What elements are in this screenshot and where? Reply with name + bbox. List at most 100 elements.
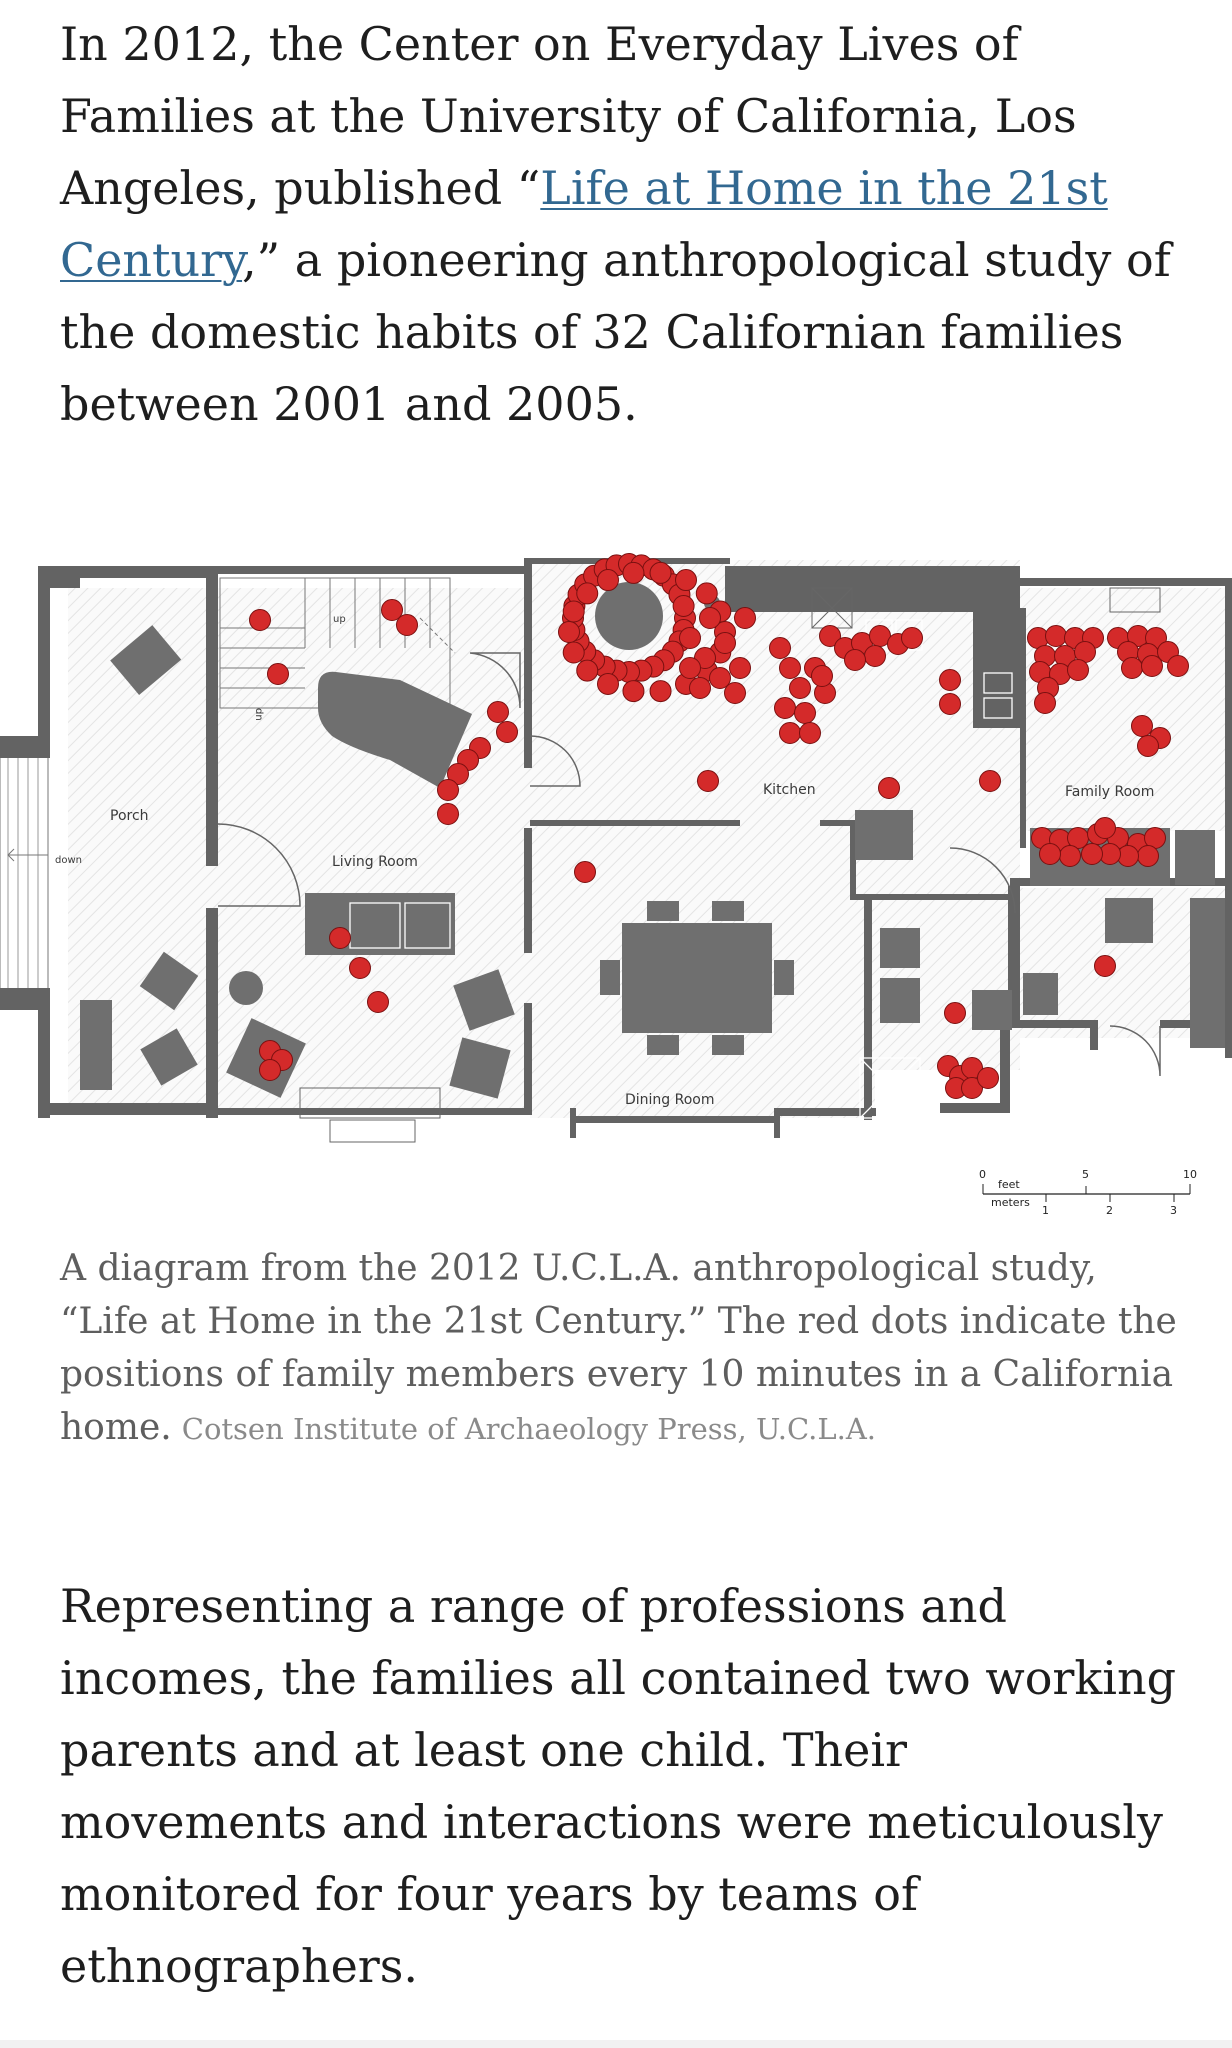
- position-dot: [1094, 817, 1116, 839]
- position-dot: [901, 627, 923, 649]
- scale-meter-1: 1: [1042, 1204, 1049, 1217]
- caption-text: A diagram from the 2012 U.C.L.A. anthrop…: [60, 1248, 1177, 1448]
- position-dot: [396, 614, 418, 636]
- position-dot: [496, 721, 518, 743]
- position-dot: [562, 600, 585, 623]
- stairs-up-label: up: [333, 614, 346, 625]
- position-dot: [259, 1059, 281, 1081]
- scale-tick-5: 5: [1082, 1168, 1089, 1181]
- position-dot: [789, 677, 811, 699]
- position-dot: [779, 657, 801, 679]
- position-dot: [679, 657, 701, 679]
- position-dot: [437, 779, 459, 801]
- position-dot: [1137, 735, 1159, 757]
- position-dot: [576, 582, 599, 605]
- porch-arrow-icon: [7, 848, 48, 862]
- position-dot: [622, 680, 645, 703]
- position-dot: [597, 569, 619, 592]
- label-porch: Porch: [110, 808, 149, 824]
- position-dot: [794, 702, 816, 724]
- intro-paragraph: In 2012, the Center on Everyday Lives of…: [60, 8, 1180, 440]
- position-dot: [1141, 655, 1163, 677]
- position-dot: [844, 649, 866, 671]
- position-dot: [574, 861, 596, 883]
- position-dot: [329, 927, 351, 949]
- scale-tick-10: 10: [1183, 1168, 1197, 1181]
- position-dot: [811, 665, 833, 687]
- position-dot: [939, 693, 961, 715]
- label-dining-room: Dining Room: [625, 1092, 715, 1108]
- position-dot: [1039, 843, 1061, 865]
- position-dot: [576, 659, 599, 682]
- position-dot: [699, 607, 721, 629]
- scale-meter-2: 2: [1106, 1204, 1113, 1217]
- position-dot: [649, 680, 672, 703]
- bottom-edge: [0, 2040, 1232, 2048]
- position-dot: [944, 1002, 966, 1024]
- position-dot: [1045, 625, 1067, 647]
- porch-steps-label: down: [55, 855, 82, 866]
- position-dot: [249, 609, 271, 631]
- position-dot: [799, 722, 821, 744]
- position-dot: [597, 672, 619, 695]
- position-dot: [864, 645, 886, 667]
- position-dot: [709, 667, 731, 689]
- position-dot: [977, 1067, 999, 1089]
- doors: [217, 652, 1161, 1077]
- position-dot: [695, 582, 718, 605]
- figure-caption: A diagram from the 2012 U.C.L.A. anthrop…: [60, 1242, 1190, 1456]
- position-dot: [558, 621, 580, 643]
- position-dot: [1121, 657, 1143, 679]
- position-dot: [979, 770, 1001, 792]
- position-dot: [447, 763, 469, 785]
- stairs-down-label: dn: [253, 708, 264, 721]
- position-dot: [672, 594, 695, 617]
- body-paragraph: Representing a range of professions and …: [60, 1579, 1177, 1993]
- position-dot: [622, 561, 645, 584]
- position-dot: [1131, 715, 1153, 737]
- position-dot: [779, 722, 801, 744]
- walls: [0, 558, 1232, 1138]
- position-dot: [697, 770, 719, 792]
- position-dot: [1081, 843, 1103, 865]
- position-dot: [714, 632, 736, 654]
- position-dot: [1167, 655, 1189, 677]
- position-dot: [267, 663, 289, 685]
- position-dot: [675, 569, 697, 592]
- position-dot: [381, 599, 403, 621]
- position-dot: [724, 682, 746, 704]
- intro-text-before: In 2012, the Center on Everyday Lives of…: [60, 17, 1077, 215]
- position-dot: [679, 627, 701, 649]
- position-dot: [939, 669, 961, 691]
- scale-bar: 0 5 10 feet meters 1 2 3: [979, 1168, 1197, 1217]
- floor-plan-diagram: up dn down: [0, 553, 1232, 1217]
- image-credit: Cotsen Institute of Archaeology Press, U…: [181, 1412, 876, 1446]
- scale-feet-label: feet: [998, 1178, 1020, 1191]
- position-dot: [774, 697, 796, 719]
- position-dot: [649, 561, 672, 584]
- position-dot: [1094, 955, 1116, 977]
- position-dot: [487, 701, 509, 723]
- position-dot: [961, 1077, 983, 1099]
- scale-meter-3: 3: [1170, 1204, 1177, 1217]
- position-dot: [1067, 659, 1089, 681]
- kitchen-counter-marks: [299, 587, 1161, 1143]
- position-dot: [878, 777, 900, 799]
- label-kitchen: Kitchen: [763, 782, 816, 798]
- scale-tick-0: 0: [979, 1168, 986, 1181]
- label-living-room: Living Room: [332, 854, 418, 870]
- position-dot: [734, 607, 756, 629]
- position-dot: [1034, 692, 1056, 714]
- position-dot: [689, 677, 711, 699]
- floor-plan-figure: up dn down: [0, 548, 1232, 1218]
- study-link[interactable]: Life at Home in the 21st Century: [60, 161, 1108, 287]
- position-dot: [769, 637, 791, 659]
- scale-meters-label: meters: [991, 1196, 1030, 1209]
- position-dot: [1059, 845, 1081, 867]
- position-dot: [367, 991, 389, 1013]
- label-family-room: Family Room: [1065, 784, 1154, 800]
- intro-text-after: ,” a pioneering anthropological study of…: [60, 233, 1171, 431]
- position-dot: [729, 657, 751, 679]
- room-labels: Porch Living Room Kitchen Family Room Di…: [110, 782, 1154, 1108]
- position-dot: [819, 625, 841, 647]
